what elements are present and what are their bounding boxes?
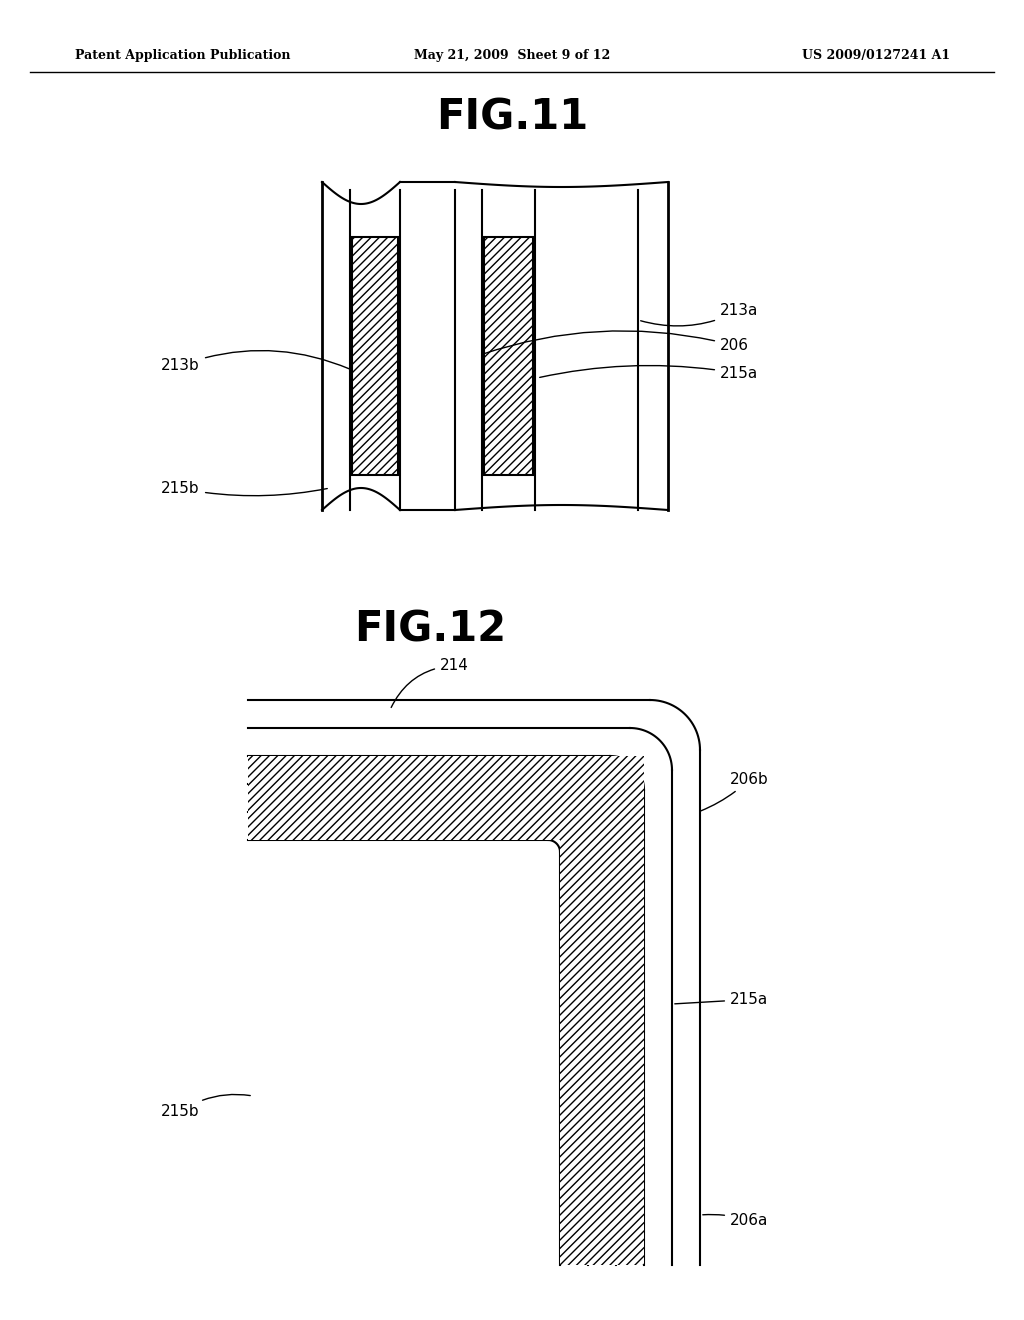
Text: 213b: 213b	[161, 351, 349, 374]
Text: US 2009/0127241 A1: US 2009/0127241 A1	[802, 49, 950, 62]
Bar	[352, 238, 398, 475]
Bar	[484, 238, 534, 475]
Text: 214: 214	[391, 657, 469, 708]
Text: 215b: 215b	[162, 480, 328, 496]
Text: 206b: 206b	[700, 772, 769, 810]
Text: 215a: 215a	[540, 366, 758, 381]
Bar	[484, 238, 534, 475]
Text: 215b: 215b	[162, 1094, 250, 1119]
Bar	[560, 840, 644, 1265]
Bar	[248, 756, 560, 840]
Bar	[560, 756, 644, 840]
Text: 206: 206	[482, 331, 749, 354]
Text: FIG.12: FIG.12	[354, 609, 506, 651]
Text: 206a: 206a	[702, 1213, 768, 1228]
Text: 215a: 215a	[675, 993, 768, 1007]
Bar	[352, 238, 398, 475]
Text: May 21, 2009  Sheet 9 of 12: May 21, 2009 Sheet 9 of 12	[414, 49, 610, 62]
Text: FIG.11: FIG.11	[436, 96, 588, 139]
Text: 213a: 213a	[641, 304, 759, 326]
Text: Patent Application Publication: Patent Application Publication	[75, 49, 291, 62]
